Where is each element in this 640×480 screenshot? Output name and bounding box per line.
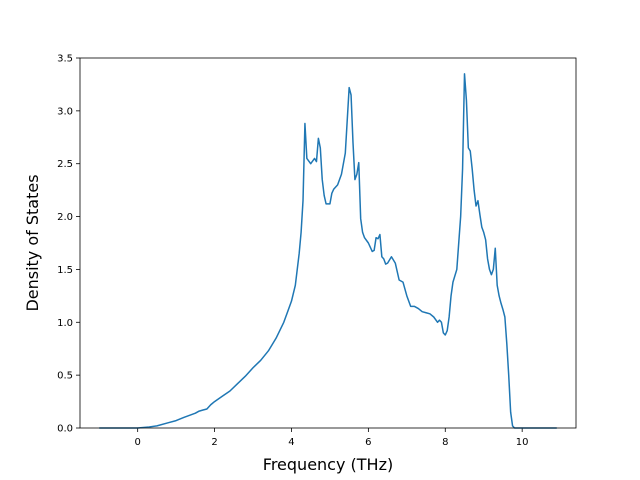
y-axis-label: Density of States bbox=[23, 174, 42, 311]
y-tick-label: 3.5 bbox=[57, 54, 73, 65]
x-tick-label: 6 bbox=[365, 437, 371, 448]
dos-series-line bbox=[99, 73, 557, 429]
y-tick-label: 3.0 bbox=[57, 106, 73, 117]
plot-area bbox=[80, 58, 576, 428]
x-axis-ticks: 0 2 4 6 8 10 bbox=[134, 428, 529, 448]
plot-frame bbox=[79, 57, 577, 429]
y-tick-label: 2.0 bbox=[57, 212, 73, 223]
y-tick-label: 0.0 bbox=[57, 424, 73, 435]
x-tick-label: 8 bbox=[442, 437, 448, 448]
x-tick-label: 4 bbox=[288, 437, 294, 448]
y-axis-ticks: 0.0 0.5 1.0 1.5 2.0 2.5 3.0 3.5 bbox=[57, 54, 80, 435]
y-tick-label: 2.5 bbox=[57, 159, 73, 170]
x-tick-label: 2 bbox=[211, 437, 217, 448]
x-tick-label: 10 bbox=[516, 437, 529, 448]
x-tick-label: 0 bbox=[134, 437, 140, 448]
y-tick-label: 0.5 bbox=[57, 371, 73, 382]
x-axis-label: Frequency (THz) bbox=[263, 455, 393, 474]
y-tick-label: 1.0 bbox=[57, 318, 73, 329]
y-tick-label: 1.5 bbox=[57, 265, 73, 276]
